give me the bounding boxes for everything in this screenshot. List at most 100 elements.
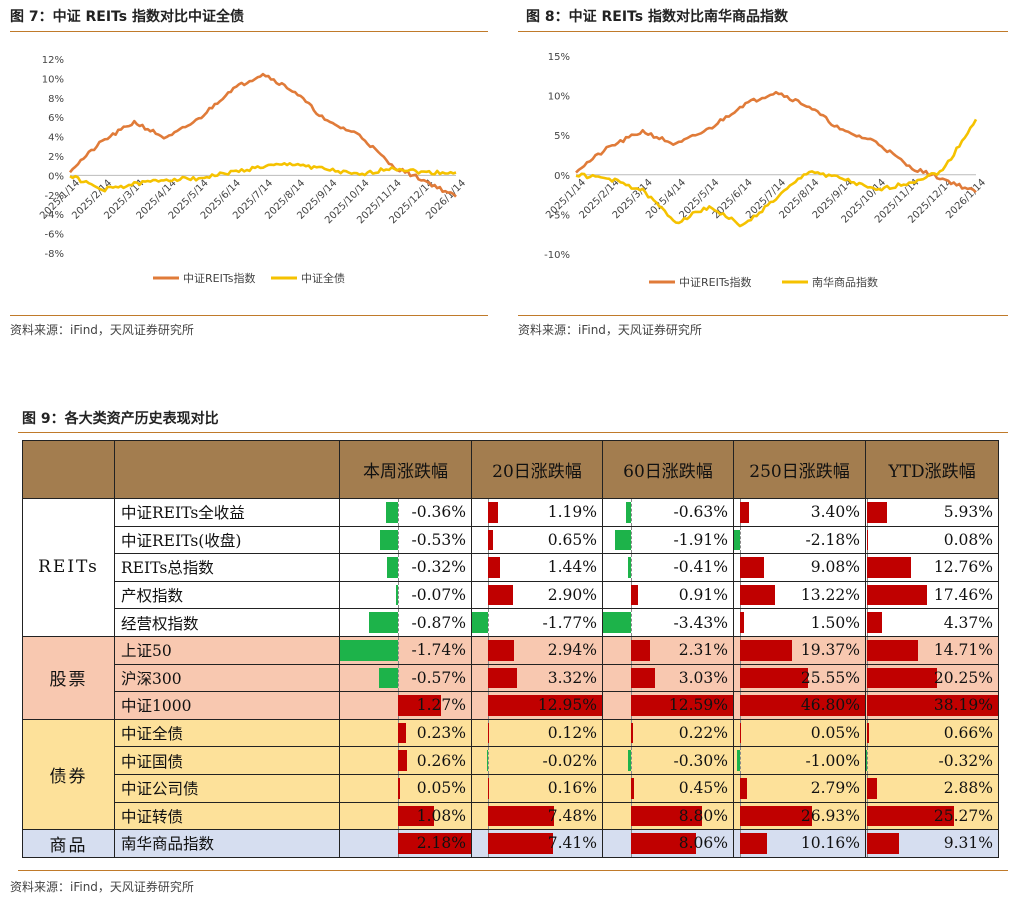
table-row: 股票 上证50 -1.74% 2.94% 2.31% 19.37% 14.71%	[22, 635, 999, 720]
row-label: 南华商品指数	[114, 829, 340, 858]
value-cell: -0.36%	[339, 498, 472, 527]
value-bar	[487, 584, 514, 606]
table-row: 经营权指数 -0.87% -1.77% -3.43% 1.50% 4.37%	[22, 608, 999, 637]
value-bar	[487, 557, 501, 578]
value-label: 26.93%	[800, 806, 860, 825]
value-label: 3.40%	[810, 503, 860, 522]
value-bar	[630, 777, 635, 799]
fig8-chart: 15%10%5%0%-5%-10%2025/1/142025/2/142025/…	[544, 52, 988, 289]
value-bar	[369, 612, 399, 633]
value-cell: 2.18%	[339, 829, 472, 858]
value-bar	[630, 639, 650, 661]
value-bar	[867, 502, 888, 523]
asset-performance-table: 本周涨跌幅 20日涨跌幅 60日涨跌幅 250日涨跌幅 YTD涨跌幅 REITs 中证RE…	[22, 440, 999, 858]
bar-axis	[487, 747, 489, 774]
value-cell: 1.19%	[471, 498, 603, 527]
value-cell: -0.32%	[339, 553, 472, 582]
value-bar	[734, 529, 740, 551]
value-cell: 3.32%	[471, 663, 603, 693]
value-bar	[867, 805, 954, 827]
value-bar	[603, 612, 631, 633]
value-label: -0.87%	[411, 613, 466, 632]
fig7-title-rule	[10, 31, 488, 32]
column-header: YTD涨跌幅	[865, 440, 999, 499]
value-cell: -0.63%	[602, 498, 734, 527]
value-bar	[398, 833, 471, 854]
value-bar	[739, 805, 812, 827]
value-label: 12.59%	[668, 696, 728, 715]
value-cell: -1.00%	[733, 746, 866, 775]
value-label: 0.66%	[943, 724, 993, 743]
value-label: -0.32%	[411, 558, 466, 577]
value-bar	[867, 722, 870, 744]
table-row: 中证REITs(收盘) -0.53% 0.65% -1.91% -2.18% 0.08%	[22, 525, 999, 555]
value-label: 1.50%	[810, 613, 860, 632]
bar-axis	[398, 609, 400, 636]
value-label: 25.55%	[800, 668, 860, 687]
value-label: -0.41%	[673, 558, 728, 577]
value-bar	[739, 612, 744, 633]
value-bar	[487, 833, 554, 854]
value-label: 12.95%	[537, 696, 597, 715]
bar-axis	[398, 554, 400, 581]
table-row: REITs总指数 -0.32% 1.44% -0.41% 9.08% 12.76%	[22, 553, 999, 582]
value-label: 12.76%	[933, 558, 993, 577]
value-bar	[398, 695, 441, 716]
bar-axis	[630, 747, 632, 774]
value-cell: 0.91%	[602, 580, 734, 610]
value-label: 0.08%	[943, 530, 993, 549]
fig7-ytick-label: -8%	[45, 249, 64, 260]
fig7-ytick-label: 8%	[48, 94, 64, 105]
value-bar	[386, 502, 399, 523]
value-label: 2.90%	[547, 586, 597, 605]
value-label: 13.22%	[800, 586, 860, 605]
value-label: -0.07%	[411, 586, 466, 605]
value-bar	[487, 529, 494, 551]
value-cell: -2.18%	[733, 525, 866, 555]
column-header: 250日涨跌幅	[733, 440, 866, 499]
table-row: 中证转债 1.08% 7.48% 8.80% 26.93% 25.27%	[22, 801, 999, 831]
fig8-bottom-rule	[518, 315, 1008, 316]
value-cell: 0.66%	[865, 718, 999, 748]
value-label: 9.31%	[943, 834, 993, 853]
group-label: 股票	[22, 635, 115, 720]
value-cell: 14.71%	[865, 635, 999, 665]
value-label: 1.27%	[416, 696, 466, 715]
value-cell: 0.12%	[471, 718, 603, 748]
value-bar	[398, 805, 435, 827]
value-label: 0.12%	[547, 724, 597, 743]
row-label: 中证国债	[114, 746, 340, 775]
value-cell: 9.08%	[733, 553, 866, 582]
value-label: 46.80%	[800, 696, 860, 715]
header-blank-cell	[114, 440, 340, 499]
value-label: 0.05%	[416, 779, 466, 798]
fig9-source: 资料来源：iFind，天风证券研究所	[10, 880, 194, 894]
value-cell: 0.08%	[865, 525, 999, 555]
value-bar	[737, 750, 740, 771]
value-label: -0.63%	[673, 503, 728, 522]
value-cell: -0.87%	[339, 608, 472, 637]
value-bar	[739, 833, 767, 854]
value-cell: 1.08%	[339, 801, 472, 831]
row-label: 中证转债	[114, 801, 340, 831]
value-cell: 0.65%	[471, 525, 603, 555]
value-label: -0.30%	[673, 751, 728, 770]
value-cell: -0.30%	[602, 746, 734, 775]
value-cell: 2.94%	[471, 635, 603, 665]
value-label: 0.45%	[678, 779, 728, 798]
value-cell: 25.55%	[733, 663, 866, 693]
value-cell: 2.79%	[733, 773, 866, 803]
row-label: 中证REITs全收益	[114, 498, 340, 527]
value-bar	[867, 557, 911, 578]
value-label: 7.48%	[547, 806, 597, 825]
value-bar	[739, 584, 776, 606]
row-label: 产权指数	[114, 580, 340, 610]
value-label: 8.06%	[678, 834, 728, 853]
value-label: -0.02%	[542, 751, 597, 770]
value-bar	[739, 639, 792, 661]
value-label: 3.32%	[547, 668, 597, 687]
value-bar	[380, 529, 399, 551]
value-label: 2.18%	[416, 834, 466, 853]
value-bar	[739, 777, 748, 799]
bar-axis	[398, 581, 400, 609]
